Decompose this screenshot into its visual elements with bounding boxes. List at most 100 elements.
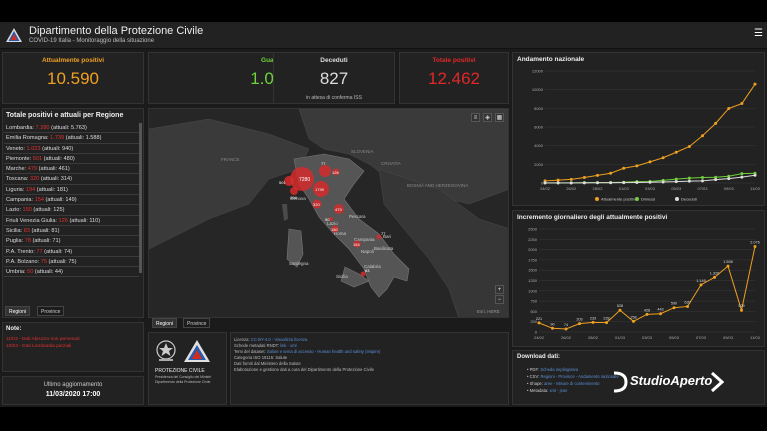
y-tick-label: 0 xyxy=(535,330,538,335)
download-line: • Metadata: xml - json xyxy=(527,388,568,393)
map-tab-regioni[interactable]: Regioni xyxy=(152,318,177,328)
map-canvas xyxy=(149,109,508,317)
download-shape-link[interactable]: aree - Misure di contenimento xyxy=(544,381,600,386)
downloads-title: Download dati: xyxy=(517,354,560,360)
bubble-label: 77 xyxy=(381,231,386,236)
license-link[interactable]: CC-BY-4.0 - Visualizza licenza xyxy=(250,337,308,342)
region-current: (attuali: 1.588) xyxy=(64,135,102,142)
bubble-label: 320 xyxy=(313,202,320,207)
legend-label: Deceduti xyxy=(681,197,697,202)
region-panel-title: Totale positivi e attuali per Regione xyxy=(6,112,124,119)
region-row[interactable]: Lombardia: 7.280 (attuali: 5.763) xyxy=(4,123,139,134)
legend-label: Attualmente positivi xyxy=(601,197,636,202)
download-pdf-link[interactable]: Scheda riepilogativa xyxy=(540,367,579,372)
license-panel: Licenza: CC-BY-4.0 - Visualizza licenza … xyxy=(230,332,509,405)
bubble-label: 50 xyxy=(325,217,330,222)
last-update-value: 11/03/2020 17:00 xyxy=(45,391,101,398)
tab-province[interactable]: Province xyxy=(37,306,65,316)
region-name: Toscana: xyxy=(6,176,30,183)
x-tick-label: 28/02 xyxy=(588,335,599,340)
x-tick-label: 09/03 xyxy=(723,335,734,340)
national-chart-panel: Andamento nazionale 0 2000 4000 6000 8000 100… xyxy=(512,52,765,206)
logo-panel: PROTEZIONE CIVILE Presidenza del Consigl… xyxy=(148,332,227,405)
zoom-in-button[interactable]: + xyxy=(495,285,504,294)
tab-regioni[interactable]: Regioni xyxy=(5,306,30,316)
map[interactable]: FRANCE SLOVENIA CROATIA BOSNIA AND HERZE… xyxy=(149,109,508,317)
map-basemap-icon[interactable]: ▦ xyxy=(495,113,504,122)
data-point xyxy=(687,144,691,148)
legend-label: Dimessi xyxy=(641,197,655,202)
region-row[interactable]: Campania: 154 (attuali: 149) xyxy=(4,195,139,206)
region-row[interactable]: Emilia Romagna: 1.739 (attuali: 1.588) xyxy=(4,133,139,144)
menu-icon[interactable]: ☰ xyxy=(754,28,763,39)
data-point xyxy=(674,150,678,154)
metadata-link[interactable]: link - xml xyxy=(280,343,297,348)
footer-line: Temi del dataset: Salute e tema di acces… xyxy=(234,349,381,354)
region-row[interactable]: P.A. Trento: 77 (attuali: 74) xyxy=(4,247,139,257)
daily-chart-title: Incremento giornaliero degli attualmente… xyxy=(517,214,668,221)
region-row[interactable]: Marche: 479 (attuali: 461) xyxy=(4,164,139,175)
data-point xyxy=(596,173,599,177)
region-row[interactable]: P.A. Bolzano: 75 (attuali: 75) xyxy=(4,257,139,268)
download-metadata-link[interactable]: xml - json xyxy=(549,388,568,393)
region-list[interactable]: Lombardia: 7.280 (attuali: 5.763) Emilia … xyxy=(4,123,139,303)
data-point xyxy=(543,181,547,185)
logo-text: Dipartimento della Protezione Civile xyxy=(155,380,211,384)
bubble-veneto xyxy=(319,165,331,177)
bubble-label: 126 xyxy=(332,170,339,175)
data-point xyxy=(605,321,608,325)
region-current: (attuali: 480) xyxy=(42,155,75,162)
map-bubbles: 7280 194 501 1739 320 479 150 154 126 77… xyxy=(279,161,386,277)
map-panel[interactable]: FRANCE SLOVENIA CROATIA BOSNIA AND HERZE… xyxy=(148,108,509,318)
notes-title: Note: xyxy=(6,326,22,332)
region-row[interactable]: Liguria: 194 (attuali: 181) xyxy=(4,185,139,196)
region-current: (attuali: 461) xyxy=(37,166,70,173)
map-attribution: Esri, HERE xyxy=(477,309,500,314)
card-value: 12.462 xyxy=(428,69,480,88)
data-point xyxy=(618,308,622,312)
map-label: FRANCE xyxy=(221,157,240,162)
data-point xyxy=(645,312,649,316)
footer-line: Elaborazione e gestione dati a cura del … xyxy=(234,367,374,372)
region-total: 479 xyxy=(27,166,38,173)
map-label: Napoli xyxy=(361,249,374,254)
theme-link[interactable]: Salute e tema di accesso - Human health … xyxy=(266,349,381,354)
region-row[interactable]: Veneto: 1.023 (attuali: 940) xyxy=(4,144,139,154)
map-layers-icon[interactable]: ◈ xyxy=(483,113,492,122)
bubble-sicilia xyxy=(360,271,366,277)
data-point xyxy=(635,181,639,185)
data-point xyxy=(556,178,560,182)
x-tick-label: 11/03 xyxy=(750,186,760,191)
last-update-label: Ultimo aggiornamento xyxy=(43,382,103,388)
download-csv-link[interactable]: Regioni - Province - Andamento nazionale xyxy=(540,374,619,379)
series-line xyxy=(538,246,756,330)
region-row[interactable]: Piemonte: 501 (attuali: 480) xyxy=(4,154,139,165)
zoom-out-button[interactable]: − xyxy=(495,295,504,304)
region-total: 83 xyxy=(23,227,30,234)
region-row[interactable]: Lazio: 150 (attuali: 125) xyxy=(4,205,139,216)
bubble-lazio xyxy=(331,225,339,233)
region-total: 320 xyxy=(29,176,40,183)
data-point xyxy=(714,121,718,125)
region-row[interactable]: Puglia: 78 (attuali: 71) xyxy=(4,236,139,247)
data-point xyxy=(740,172,744,176)
y-tick-label: 12000 xyxy=(532,69,544,74)
region-row[interactable]: Umbria: 50 (attuali: 44) xyxy=(4,267,139,278)
data-point xyxy=(686,304,689,308)
data-point xyxy=(661,180,665,184)
region-scrollbar[interactable] xyxy=(139,123,142,273)
bubble-liguria xyxy=(290,187,298,195)
data-label: 1.326 xyxy=(710,271,720,275)
region-row[interactable]: Sicilia: 83 (attuali: 81) xyxy=(4,226,139,237)
page-subtitle: COVID-19 Italia - Monitoraggio della sit… xyxy=(29,38,155,44)
data-label: 1.145 xyxy=(696,279,706,283)
region-row[interactable]: Friuli Venezia Giulia: 126 (attuali: 110… xyxy=(4,216,139,226)
data-point xyxy=(578,322,581,326)
bubble-piemonte xyxy=(284,176,294,186)
region-row[interactable]: Toscana: 320 (attuali: 314) xyxy=(4,174,139,185)
map-list-icon[interactable]: ≡ xyxy=(471,113,480,122)
data-point xyxy=(609,181,613,185)
map-tab-province[interactable]: Province xyxy=(183,318,211,328)
card-value: 827 xyxy=(319,69,349,88)
studioaperto-logo-icon xyxy=(613,371,628,393)
